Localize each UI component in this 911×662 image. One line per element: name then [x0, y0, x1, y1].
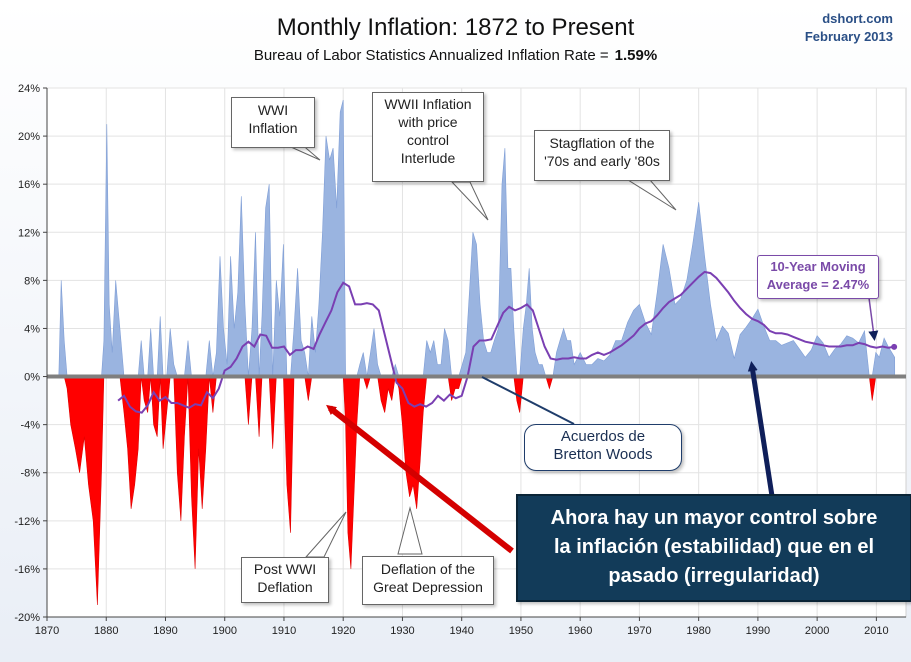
bretton-woods-callout: Acuerdos de Bretton Woods: [524, 424, 682, 471]
depression-callout: Deflation of the Great Depression: [362, 556, 494, 605]
axes: 24% 20% 16% 12% 8% 4% 0% -4% -8% -12% -16% -20%1870…: [14, 83, 906, 637]
x-tick-label: 1980: [686, 625, 710, 637]
bretton-pointer: [481, 376, 575, 425]
moving-average-series: [117, 270, 898, 414]
y-tick-label: -20%: [14, 612, 40, 624]
wwii-callout-line4: Interlude: [400, 150, 456, 166]
x-tick-label: 1990: [746, 625, 770, 637]
stability-note-line2: la inflación (estabilidad) que en el: [553, 536, 875, 558]
stability-note: Ahora hay un mayor control sobre la infl…: [516, 494, 911, 602]
stagflation-callout-line2: '70s and early '80s: [544, 153, 660, 169]
x-tick-label: 1870: [35, 625, 59, 637]
x-tick-label: 1920: [331, 625, 355, 637]
x-tick-label: 1930: [390, 625, 414, 637]
post-wwi-callout-line1: Post WWI: [253, 561, 317, 577]
wwii-callout: WWII Inflation with price control Interl…: [372, 92, 484, 182]
x-tick-label: 1940: [449, 625, 473, 637]
stagflation-callout-line1: Stagflation of the: [549, 135, 655, 151]
moving-average-line: [117, 270, 895, 414]
y-tick-label: 12%: [18, 227, 40, 239]
depression-callout-tail: [397, 506, 423, 555]
x-tick-label: 1910: [272, 625, 296, 637]
subtitle-rate-value: 1.59%: [614, 47, 658, 64]
x-tick-label: 1880: [94, 625, 118, 637]
post-wwi-callout-line2: Deflation: [257, 579, 313, 595]
subtitle-text: Bureau of Labor Statistics Annualized In…: [253, 47, 609, 64]
brand-block: dshort.com February 2013: [805, 10, 893, 46]
x-tick-label: 2000: [805, 625, 829, 637]
wwii-callout-line3: control: [406, 132, 450, 148]
x-tick-label: 1900: [212, 625, 236, 637]
y-tick-label: -8%: [20, 468, 40, 480]
wwii-callout-line1: WWII Inflation: [384, 96, 472, 112]
x-tick-label: 1970: [627, 625, 651, 637]
y-tick-label: 16%: [18, 179, 40, 191]
y-tick-label: -4%: [20, 420, 40, 432]
wwi-callout: WWI Inflation: [231, 97, 315, 148]
chart-title: Monthly Inflation: 1872 to Present: [276, 14, 635, 41]
brand-date: February 2013: [804, 29, 893, 44]
x-tick-label: 1890: [153, 625, 177, 637]
brand-site: dshort.com: [822, 11, 893, 26]
moving-average-pointer: [868, 297, 879, 341]
chart-subtitle: Bureau of Labor Statistics Annualized In…: [0, 47, 911, 64]
y-tick-label: 24%: [18, 83, 40, 95]
red-arrow: [326, 404, 514, 554]
stability-note-line3: pasado (irregularidad): [608, 565, 820, 587]
y-tick-label: 0%: [24, 372, 40, 384]
y-tick-label: -12%: [14, 516, 40, 528]
wwi-callout-line1: WWI: [257, 102, 289, 118]
post-wwi-callout: Post WWI Deflation: [241, 557, 329, 603]
navy-arrow: [747, 361, 775, 497]
x-tick-label: 1960: [568, 625, 592, 637]
bretton-woods-callout-line1: Acuerdos de: [560, 428, 646, 445]
y-tick-label: 20%: [18, 131, 40, 143]
moving-average-callout-line2: Average = 2.47%: [766, 277, 870, 292]
stability-note-line1: Ahora hay un mayor control sobre: [550, 507, 878, 529]
stagflation-callout: Stagflation of the '70s and early '80s: [534, 130, 670, 181]
y-tick-label: -16%: [14, 564, 40, 576]
moving-average-endpoint: [891, 343, 898, 350]
moving-average-callout-line1: 10-Year Moving: [770, 259, 866, 274]
depression-callout-line1: Deflation of the: [380, 561, 476, 577]
wwii-callout-line2: with price: [398, 114, 458, 130]
x-tick-label: 2010: [864, 625, 888, 637]
depression-callout-line2: Great Depression: [373, 579, 483, 595]
moving-average-callout: 10-Year Moving Average = 2.47%: [757, 255, 879, 299]
wwi-callout-line2: Inflation: [248, 120, 298, 136]
y-tick-label: 4%: [24, 323, 40, 335]
bretton-woods-callout-line2: Bretton Woods: [553, 446, 653, 463]
y-tick-label: 8%: [24, 275, 40, 287]
wwii-callout-tail: [450, 181, 489, 221]
x-tick-label: 1950: [509, 625, 533, 637]
